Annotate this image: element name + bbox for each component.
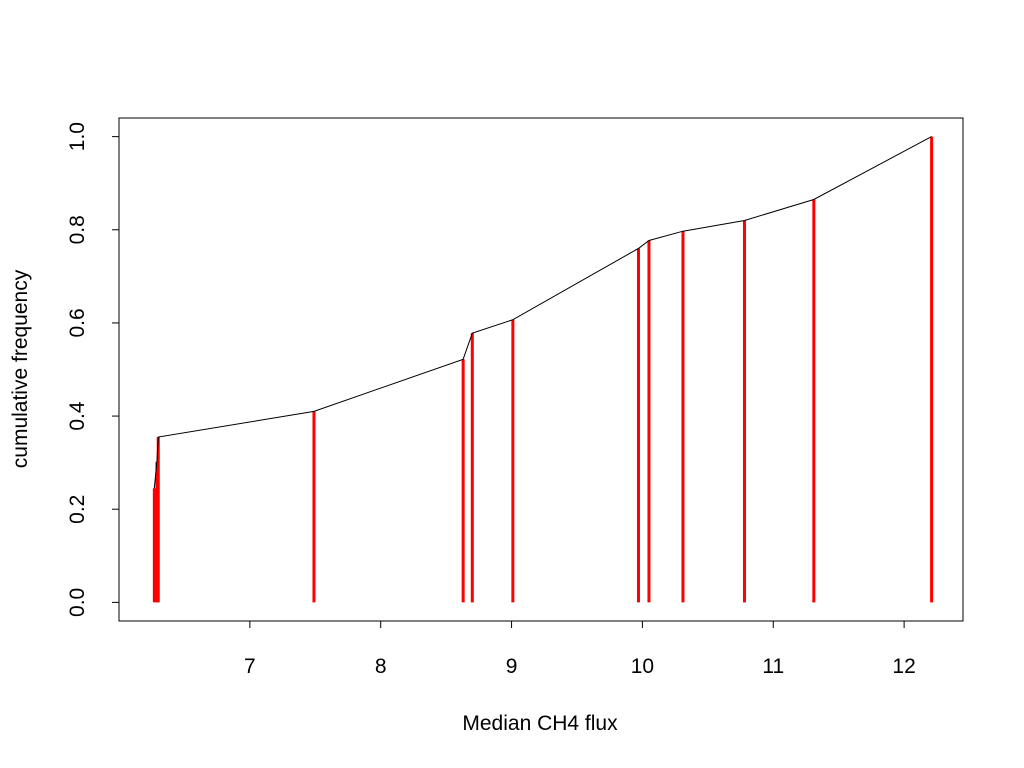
y-axis-label: cumulative frequency: [9, 269, 32, 468]
y-tick-label: 0.6: [66, 308, 89, 337]
cumulative-line-series: [153, 136, 932, 489]
x-tick-label: 8: [375, 655, 387, 678]
plot-box: [118, 117, 964, 622]
y-tick-label: 0.8: [66, 215, 89, 244]
stem-series: [152, 136, 934, 603]
x-axis-label: Median CH4 flux: [462, 712, 618, 735]
x-tick-label: 10: [631, 655, 654, 678]
x-tick-label: 7: [244, 655, 256, 678]
y-axis: 0.0 0.2 0.4 0.6 0.8 1.0: [66, 122, 120, 617]
x-axis: 7 8 9 10 11 12: [244, 620, 916, 678]
cumulative-line: [153, 136, 932, 489]
x-tick-label: 12: [892, 655, 915, 678]
y-tick-label: 0.4: [66, 401, 89, 431]
x-tick-label: 9: [506, 655, 518, 678]
y-tick-label: 0.2: [66, 495, 89, 524]
x-tick-label: 11: [762, 655, 784, 678]
y-tick-label: 0.0: [66, 588, 89, 617]
y-tick-label: 1.0: [66, 122, 89, 151]
